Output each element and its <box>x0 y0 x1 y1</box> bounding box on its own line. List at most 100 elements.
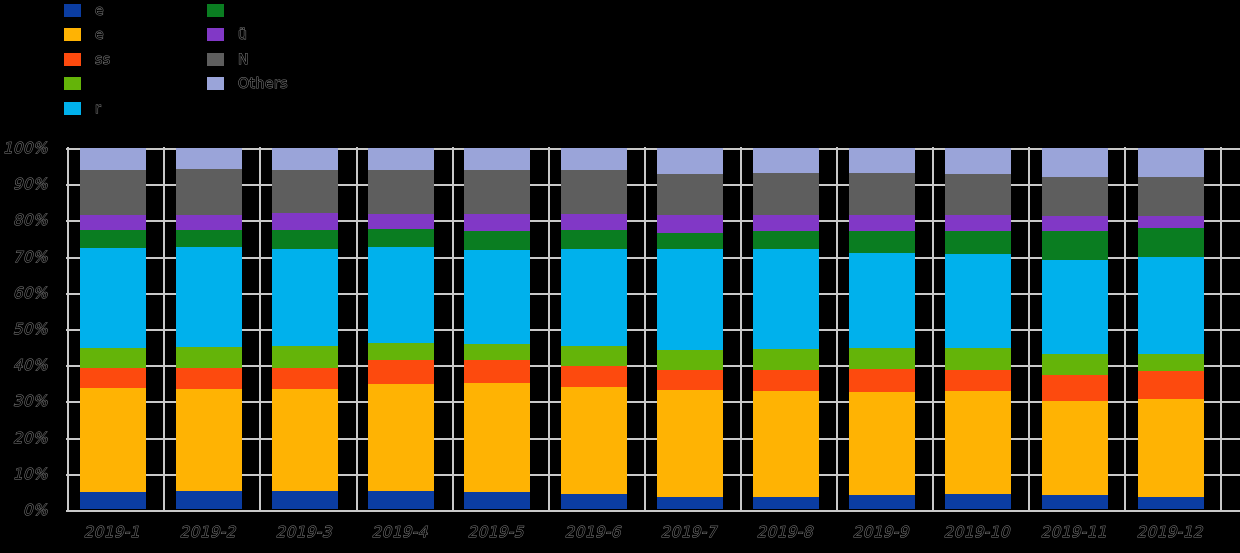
bar-segment-series-2-amber[interactable] <box>175 389 242 491</box>
bar-segment-series-5-cyan[interactable] <box>945 253 1012 349</box>
bar-segment-series-8-gray[interactable] <box>945 173 1012 216</box>
bar-segment-series-6-dark-green[interactable] <box>560 229 627 250</box>
bar-segment-series-9-periwinkle[interactable] <box>464 148 531 170</box>
bar-segment-series-9-periwinkle[interactable] <box>849 148 916 173</box>
bar-segment-series-1-navy[interactable] <box>560 494 627 509</box>
bar-segment-series-3-orange-red[interactable] <box>560 366 627 387</box>
bar-segment-series-5-cyan[interactable] <box>1137 257 1204 354</box>
bar-segment-series-3-orange-red[interactable] <box>368 360 435 384</box>
bar-segment-series-2-amber[interactable] <box>79 388 146 493</box>
bar-segment-series-8-gray[interactable] <box>271 169 338 213</box>
bar-segment-series-6-dark-green[interactable] <box>79 230 146 248</box>
bar-segment-series-7-purple[interactable] <box>1041 216 1108 231</box>
bar-segment-series-3-orange-red[interactable] <box>1137 371 1204 400</box>
bar-segment-series-7-purple[interactable] <box>1137 216 1204 229</box>
bar-segment-series-9-periwinkle[interactable] <box>945 148 1012 174</box>
bar-segment-series-5-cyan[interactable] <box>656 249 723 351</box>
bar-segment-series-7-purple[interactable] <box>368 213 435 230</box>
bar-segment-series-7-purple[interactable] <box>945 215 1012 231</box>
bar-segment-series-7-purple[interactable] <box>464 213 531 232</box>
bar-segment-series-6-dark-green[interactable] <box>175 230 242 247</box>
bar-segment-series-2-amber[interactable] <box>656 389 723 498</box>
bar-segment-series-1-navy[interactable] <box>849 494 916 509</box>
bar-segment-series-6-dark-green[interactable] <box>271 230 338 250</box>
bar-segment-series-8-gray[interactable] <box>1137 176 1204 217</box>
bar-segment-series-4-yellow-green[interactable] <box>368 342 435 361</box>
bar-segment-series-8-gray[interactable] <box>464 169 531 214</box>
bar-segment-series-5-cyan[interactable] <box>752 248 819 350</box>
bar-segment-series-3-orange-red[interactable] <box>752 369 819 392</box>
bar-segment-series-6-dark-green[interactable] <box>1137 228 1204 258</box>
bar-segment-series-7-purple[interactable] <box>560 213 627 230</box>
bar-segment-series-6-dark-green[interactable] <box>656 232 723 250</box>
bar-segment-series-5-cyan[interactable] <box>175 246 242 348</box>
bar-segment-series-3-orange-red[interactable] <box>464 360 531 383</box>
bar-segment-series-2-amber[interactable] <box>945 390 1012 495</box>
bar-segment-series-3-orange-red[interactable] <box>175 367 242 390</box>
bar-segment-series-9-periwinkle[interactable] <box>1041 148 1108 177</box>
bar-segment-series-3-orange-red[interactable] <box>1041 374 1108 401</box>
bar-segment-series-1-navy[interactable] <box>656 497 723 509</box>
bar-segment-series-6-dark-green[interactable] <box>752 230 819 249</box>
bar-segment-series-8-gray[interactable] <box>1041 176 1108 217</box>
bar-segment-series-9-periwinkle[interactable] <box>175 148 242 170</box>
bar-segment-series-8-gray[interactable] <box>368 170 435 214</box>
bar-segment-series-6-dark-green[interactable] <box>945 230 1012 254</box>
bar-segment-series-9-periwinkle[interactable] <box>1137 148 1204 177</box>
bar-segment-series-2-amber[interactable] <box>464 382 531 492</box>
bar-segment-series-5-cyan[interactable] <box>271 249 338 347</box>
bar-segment-series-5-cyan[interactable] <box>464 250 531 344</box>
bar-segment-series-5-cyan[interactable] <box>849 253 916 349</box>
bar-segment-series-2-amber[interactable] <box>271 389 338 492</box>
bar-segment-series-4-yellow-green[interactable] <box>560 346 627 367</box>
bar-segment-series-9-periwinkle[interactable] <box>752 148 819 173</box>
bar-segment-series-5-cyan[interactable] <box>1041 259 1108 355</box>
bar-segment-series-9-periwinkle[interactable] <box>271 148 338 170</box>
bar-segment-series-4-yellow-green[interactable] <box>752 349 819 370</box>
bar-segment-series-1-navy[interactable] <box>752 497 819 509</box>
bar-segment-series-3-orange-red[interactable] <box>849 369 916 392</box>
bar-segment-series-9-periwinkle[interactable] <box>368 148 435 170</box>
bar-segment-series-8-gray[interactable] <box>752 172 819 216</box>
bar-segment-series-2-amber[interactable] <box>752 391 819 498</box>
bar-segment-series-1-navy[interactable] <box>175 490 242 509</box>
bar-segment-series-8-gray[interactable] <box>175 169 242 216</box>
bar-segment-series-1-navy[interactable] <box>79 492 146 509</box>
bar-segment-series-4-yellow-green[interactable] <box>656 350 723 371</box>
bar-segment-series-6-dark-green[interactable] <box>464 231 531 251</box>
bar-segment-series-8-gray[interactable] <box>656 173 723 216</box>
bar-segment-series-7-purple[interactable] <box>175 215 242 231</box>
bar-segment-series-6-dark-green[interactable] <box>849 230 916 254</box>
bar-segment-series-5-cyan[interactable] <box>560 249 627 347</box>
bar-segment-series-4-yellow-green[interactable] <box>1137 353 1204 372</box>
bar-segment-series-2-amber[interactable] <box>849 391 916 495</box>
bar-segment-series-7-purple[interactable] <box>849 215 916 231</box>
bar-segment-series-7-purple[interactable] <box>271 212 338 231</box>
bar-segment-series-1-navy[interactable] <box>271 491 338 509</box>
bar-segment-series-8-gray[interactable] <box>79 170 146 216</box>
bar-segment-series-7-purple[interactable] <box>752 215 819 231</box>
bar-segment-series-4-yellow-green[interactable] <box>849 348 916 370</box>
bar-segment-series-6-dark-green[interactable] <box>368 229 435 248</box>
bar-segment-series-1-navy[interactable] <box>368 490 435 509</box>
bar-segment-series-1-navy[interactable] <box>464 492 531 509</box>
bar-segment-series-4-yellow-green[interactable] <box>175 347 242 368</box>
bar-segment-series-7-purple[interactable] <box>656 215 723 233</box>
bar-segment-series-1-navy[interactable] <box>1041 495 1108 509</box>
bar-segment-series-3-orange-red[interactable] <box>945 369 1012 391</box>
bar-segment-series-9-periwinkle[interactable] <box>560 148 627 170</box>
bar-segment-series-5-cyan[interactable] <box>368 247 435 343</box>
bar-segment-series-6-dark-green[interactable] <box>1041 230 1108 260</box>
bar-segment-series-4-yellow-green[interactable] <box>945 348 1012 370</box>
bar-segment-series-3-orange-red[interactable] <box>79 367 146 389</box>
bar-segment-series-1-navy[interactable] <box>1137 497 1204 509</box>
bar-segment-series-7-purple[interactable] <box>79 215 146 231</box>
bar-segment-series-4-yellow-green[interactable] <box>79 348 146 368</box>
bar-segment-series-9-periwinkle[interactable] <box>656 148 723 174</box>
bar-segment-series-3-orange-red[interactable] <box>271 368 338 389</box>
bar-segment-series-5-cyan[interactable] <box>79 247 146 349</box>
bar-segment-series-4-yellow-green[interactable] <box>1041 354 1108 375</box>
bar-segment-series-8-gray[interactable] <box>560 170 627 214</box>
bar-segment-series-2-amber[interactable] <box>1041 400 1108 496</box>
bar-segment-series-4-yellow-green[interactable] <box>464 343 531 361</box>
